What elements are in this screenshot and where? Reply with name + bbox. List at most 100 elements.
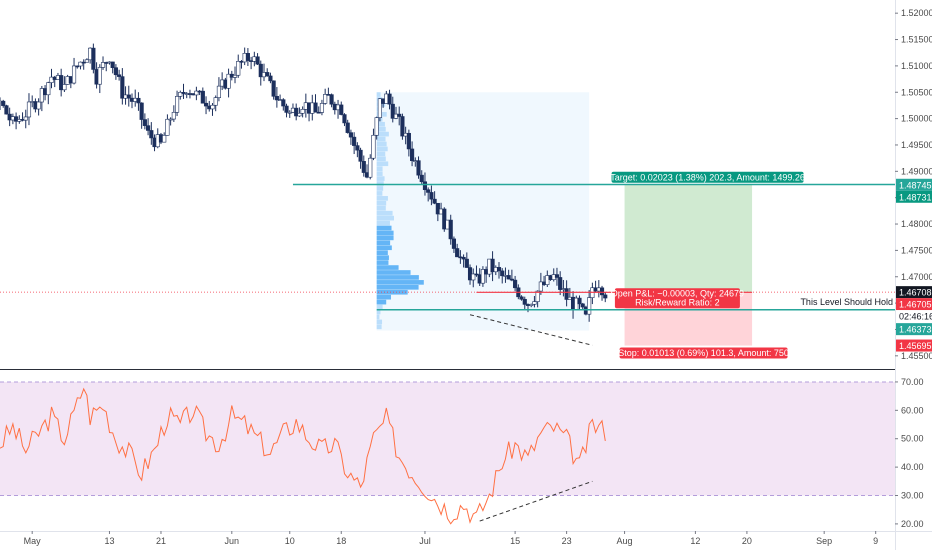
candle-body [200, 90, 205, 104]
volume-profile-bar [376, 92, 381, 97]
candle-body [36, 101, 41, 110]
price-tick-label: 1.47000 [901, 272, 932, 282]
candle-body [355, 145, 360, 151]
rsi-divergence-trendline [479, 480, 593, 522]
stop-price-label-box [896, 339, 932, 352]
countdown-label: 02:46:16 [899, 312, 932, 322]
profit-zone[interactable] [624, 184, 753, 293]
price-labels-layer: 1.48745 1.48731 1.46708 1.46705 02:46:16 1.46… [896, 178, 932, 352]
volume-profile-bar [376, 171, 383, 176]
candle-body [75, 65, 80, 68]
price-tick-label: 1.49000 [901, 166, 932, 176]
candle-body [509, 278, 514, 281]
candle-body [432, 198, 437, 204]
candle-body [117, 74, 122, 77]
candle-body [100, 62, 106, 68]
volume-profile-bar [376, 235, 394, 241]
target-price-label: 1.48745 [899, 180, 932, 190]
volume-profile-bar [376, 220, 390, 226]
time-tick-label: 18 [336, 536, 346, 546]
candle-body [339, 104, 344, 115]
time-tick-label: 13 [104, 536, 114, 546]
candle-body [464, 258, 469, 268]
entry-ref-price-label-box [896, 190, 932, 203]
candle-body [535, 290, 540, 302]
rsi-tick-label: 20.00 [901, 519, 924, 529]
candle-body [81, 61, 86, 64]
volume-profile-bar [376, 205, 386, 211]
candle-body [149, 130, 154, 139]
candle-body [451, 238, 457, 249]
volume-profile-bar [376, 156, 386, 162]
price-tick-label: 1.50000 [901, 114, 932, 124]
candle-body [210, 104, 215, 110]
volume-profile-bar [376, 270, 411, 275]
candle-body [397, 113, 402, 117]
countdown-label-box [896, 310, 932, 323]
candle-body [174, 96, 180, 113]
candle-body [294, 107, 299, 117]
volume-profile-bar [376, 181, 384, 186]
volume-profile-bar [376, 284, 419, 290]
candle-body [390, 103, 395, 119]
volume-profile-bar [376, 260, 389, 265]
candle-body [455, 248, 460, 258]
candle-body [406, 132, 411, 150]
candle-body [268, 75, 273, 82]
volume-profile-bar [376, 294, 391, 300]
candle-body [1, 100, 6, 106]
candle-body [194, 90, 199, 96]
rsi-layer [0, 387, 606, 525]
rsi-band-layer [0, 381, 895, 497]
candle-body [297, 112, 302, 117]
volume-profile-bar [376, 196, 388, 201]
candle-body [564, 288, 569, 300]
support-price-label-box [896, 323, 932, 336]
candle-body [319, 103, 325, 113]
candle-body [387, 93, 392, 105]
candle-body [178, 91, 183, 97]
rsi-axis[interactable]: 20.00 30.00 40.00 50.00 60.00 70.00 [895, 377, 924, 529]
volume-profile-bar [376, 250, 388, 256]
candle-body [139, 102, 144, 120]
target-label: Target: 0.02023 (1.38%) 202.3, Amount: 1… [610, 172, 805, 182]
candle-body [435, 202, 440, 215]
volume-profile-bar [376, 215, 394, 221]
stop-label: Stop: 0.01013 (0.69%) 101.3, Amount: 750 [618, 348, 789, 358]
candle-body [181, 91, 186, 94]
candle-body [78, 61, 83, 67]
price-tick-label: 1.51500 [901, 35, 932, 45]
candle-body [426, 189, 431, 193]
candle-body [226, 73, 231, 89]
candle-body [162, 135, 167, 143]
candle-body [538, 281, 543, 292]
stop-price-label: 1.45695 [899, 341, 932, 351]
volume-profile-bar [376, 136, 386, 142]
position-tool-layer[interactable] [624, 184, 753, 346]
candle-body [545, 275, 550, 285]
candle-body [400, 116, 405, 137]
candle-body [361, 161, 366, 173]
price-divergence-trendline [469, 314, 593, 346]
current-price-label-box [896, 286, 932, 299]
candle-body [236, 61, 241, 76]
candle-body [419, 174, 424, 183]
candle-body [529, 303, 534, 306]
candle-body [410, 148, 415, 162]
candle-body [265, 72, 270, 77]
time-axis[interactable]: May 13 21 Jun 10 18 Jul 15 23 Aug 12 20 Sep 9 [24, 531, 879, 546]
price-tick-label: 1.49500 [901, 140, 932, 150]
open-pnl-label: Open P&L: −0.00003, Qty: 24679 [611, 288, 744, 298]
volume-profile-bar [376, 166, 383, 172]
support-note: This Level Should Hold [800, 297, 893, 307]
candle-body [599, 287, 605, 296]
candle-body [171, 111, 176, 120]
volume-profile-bar [376, 186, 384, 191]
candle-body [26, 101, 32, 118]
candle-body [348, 132, 353, 138]
candle-body [136, 97, 141, 104]
candle-body [554, 274, 560, 278]
volume-profile-bar [376, 146, 388, 152]
